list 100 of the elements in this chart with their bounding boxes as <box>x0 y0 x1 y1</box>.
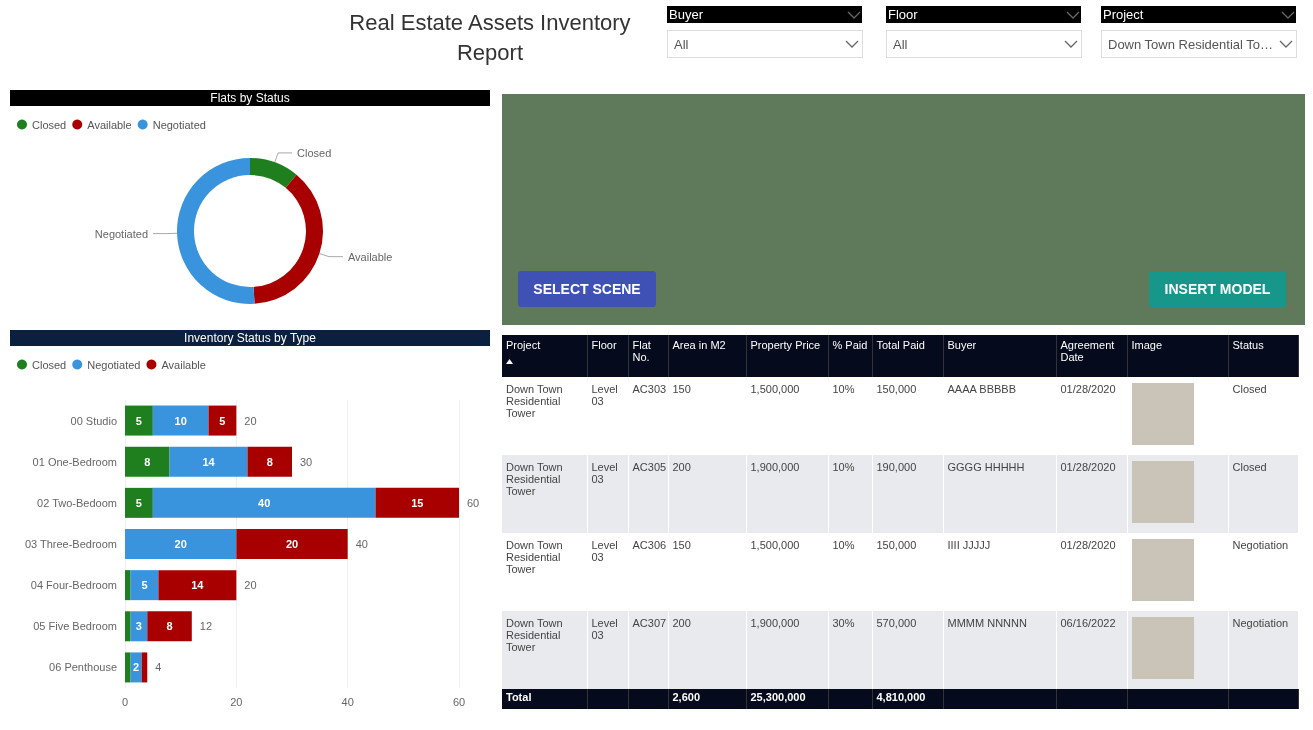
data-label: 10 <box>174 414 187 427</box>
legend-label: Closed <box>32 358 67 371</box>
total-label: 20 <box>244 414 257 427</box>
text: 1,900,000 <box>746 455 828 533</box>
bar <box>152 405 209 436</box>
text: Total <box>502 689 587 709</box>
data-label: 5 <box>135 414 142 427</box>
legend-label: Negotiated <box>152 118 206 131</box>
total-label: 60 <box>467 496 480 509</box>
category-label: Status <box>1228 335 1298 377</box>
text: 10% <box>828 533 872 611</box>
slice-label: Negotiated <box>94 227 149 240</box>
data-label: 8 <box>144 455 151 468</box>
total-label: 4 <box>155 661 162 674</box>
text: 30% <box>828 611 872 689</box>
text: Project <box>1101 6 1296 23</box>
bar <box>152 487 376 518</box>
y-tick-label: 01 One-Bedroom <box>32 455 117 468</box>
category-label: Floor <box>587 335 628 377</box>
text: 10% <box>828 455 872 533</box>
text: Negotiation <box>1228 533 1298 611</box>
text: AC303 <box>628 377 668 455</box>
text: Down Town Residential Tower <box>502 455 587 533</box>
category-label: % Paid <box>828 335 872 377</box>
text: 4,810,000 <box>872 689 943 709</box>
text: 25,300,000 <box>746 689 828 709</box>
text: 150,000 <box>872 533 943 611</box>
text: Closed <box>1228 377 1298 455</box>
text: 150 <box>668 377 746 455</box>
y-tick-label: 02 Two-Bedoom <box>37 496 117 509</box>
text: 200 <box>668 455 746 533</box>
text: Down Town Residential To… <box>1101 30 1297 58</box>
y-tick-label: 03 Three-Bedroom <box>24 538 117 550</box>
text: IIII JJJJJ <box>943 533 1056 611</box>
data-label: 3 <box>135 620 142 633</box>
category-label: Total Paid <box>872 335 943 377</box>
legend-label: Closed <box>32 118 67 131</box>
legend-label: Available <box>161 358 206 371</box>
x-tick-label: 0 <box>121 695 129 708</box>
total-label: 20 <box>244 579 257 592</box>
bar <box>147 611 192 642</box>
data-label: 5 <box>135 496 142 509</box>
bar <box>125 487 153 518</box>
bar <box>169 446 248 477</box>
text: Level 03 <box>587 611 628 689</box>
text: 1,900,000 <box>746 611 828 689</box>
category-label: Buyer <box>943 335 1056 377</box>
bar <box>125 652 131 683</box>
data-label: 14 <box>202 455 216 468</box>
text: 190,000 <box>872 455 943 533</box>
bar <box>125 570 131 601</box>
bar <box>247 446 292 477</box>
text: AC306 <box>628 533 668 611</box>
category-label: Flat No. <box>628 335 668 377</box>
bar <box>125 446 170 477</box>
data-label: 5 <box>219 414 226 427</box>
y-tick-label: 00 Studio <box>70 414 117 427</box>
total-label: 12 <box>199 620 213 633</box>
data-label: 5 <box>141 579 148 592</box>
text: Down Town Residential Tower <box>502 533 587 611</box>
text: 06/16/2022 <box>1056 611 1127 689</box>
data-label: 8 <box>266 455 273 468</box>
category-label: Project <box>502 335 587 377</box>
text: 01/28/2020 <box>1056 377 1127 455</box>
text: 150 <box>668 533 746 611</box>
legend-label: Available <box>87 118 132 131</box>
data-label: 2 <box>133 661 140 674</box>
bar <box>158 570 237 601</box>
text: 01/28/2020 <box>1056 533 1127 611</box>
text: 150,000 <box>872 377 943 455</box>
text: Real Estate Assets Inventory Report <box>348 9 632 67</box>
text: 2,600 <box>668 689 746 709</box>
text: Level 03 <box>587 455 628 533</box>
category-label: Area in M2 <box>668 335 746 377</box>
text: Level 03 <box>587 533 628 611</box>
category-label: Image <box>1127 335 1228 377</box>
text: 01/28/2020 <box>1056 455 1127 533</box>
text: AC305 <box>628 455 668 533</box>
bar <box>141 652 148 683</box>
text: AAAA BBBBB <box>943 377 1056 455</box>
chart-title: Inventory Status by Type <box>10 330 490 346</box>
text: 10% <box>828 377 872 455</box>
text: 1,500,000 <box>746 533 828 611</box>
text: Level 03 <box>587 377 628 455</box>
text: Negotiation <box>1228 611 1298 689</box>
y-tick-label: 05 Five Bedroom <box>33 620 117 633</box>
text: SELECT SCENE <box>518 271 656 307</box>
text: All <box>667 30 863 58</box>
x-tick-label: 60 <box>452 695 466 708</box>
legend-label: Negotiated <box>87 358 141 371</box>
slice-label: Available <box>347 250 393 263</box>
data-label: 8 <box>166 620 173 633</box>
text: 1,500,000 <box>746 377 828 455</box>
text: Buyer <box>667 6 862 23</box>
text: Down Town Residential Tower <box>502 377 587 455</box>
text: MMMM NNNNN <box>943 611 1056 689</box>
bar <box>130 570 159 601</box>
data-label: 20 <box>174 538 187 550</box>
slice-label: Closed <box>297 146 332 159</box>
text: Floor <box>886 6 1081 23</box>
